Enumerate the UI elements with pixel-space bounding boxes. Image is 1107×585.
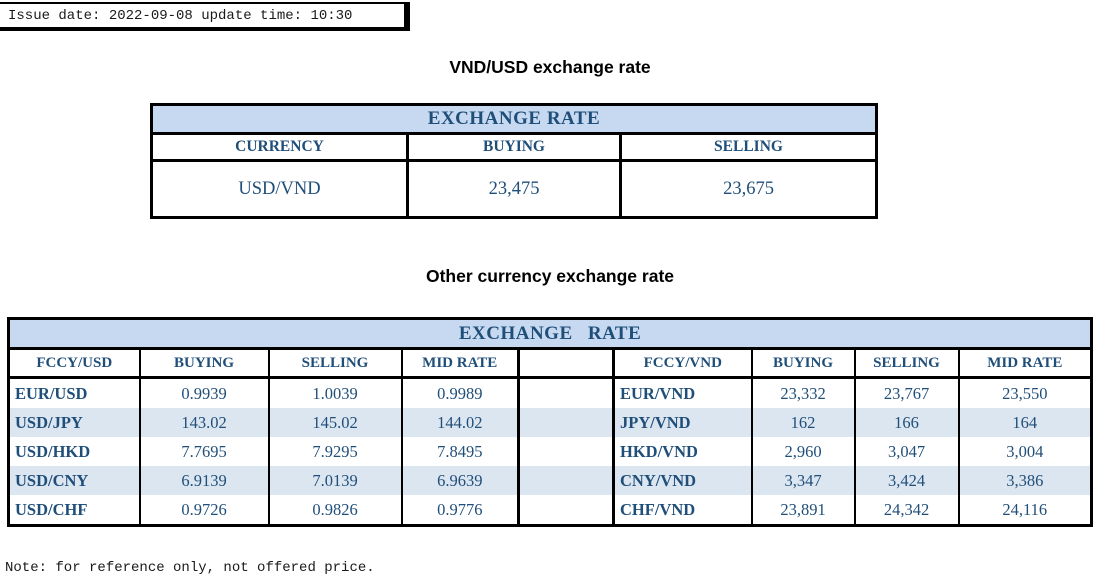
column-header-buying-vnd: BUYING xyxy=(750,347,856,379)
table-banner: EXCHANGE RATE xyxy=(7,317,1093,350)
buying-rate-cell: 0.9939 xyxy=(138,377,270,408)
spacer-cell xyxy=(517,495,615,526)
mid-rate-cell: 24,116 xyxy=(957,495,1093,526)
spacer-cell xyxy=(517,437,615,466)
selling-rate-cell: 0.9826 xyxy=(267,495,403,526)
selling-rate-cell: 24,342 xyxy=(853,495,960,526)
mid-rate-cell: 3,004 xyxy=(957,437,1093,466)
column-header-midrate-vnd: MID RATE xyxy=(957,347,1093,379)
column-header-midrate-usd: MID RATE xyxy=(400,347,520,379)
table-row: EUR/USD 0.9939 1.0039 0.9989 EUR/VND 23,… xyxy=(7,377,1093,408)
selling-rate-cell: 145.02 xyxy=(267,408,403,437)
currency-pair-cell: USD/HKD xyxy=(7,437,141,466)
currency-pair-cell: HKD/VND xyxy=(612,437,753,466)
table-row: USD/VND 23,475 23,675 xyxy=(150,159,878,219)
column-header-currency: CURRENCY xyxy=(150,132,409,162)
table-row: USD/HKD 7.7695 7.9295 7.8495 HKD/VND 2,9… xyxy=(7,437,1093,466)
currency-pair-cell: USD/CHF xyxy=(7,495,141,526)
spacer-cell xyxy=(517,348,615,379)
column-header-selling-usd: SELLING xyxy=(267,347,403,379)
mid-rate-cell: 7.8495 xyxy=(400,437,520,466)
column-header-buying: BUYING xyxy=(406,132,622,162)
selling-rate-cell: 3,424 xyxy=(853,466,960,495)
currency-pair-cell: CNY/VND xyxy=(612,466,753,495)
selling-rate-cell: 1.0039 xyxy=(267,377,403,408)
buying-rate-cell: 23,475 xyxy=(406,159,622,219)
buying-rate-cell: 23,891 xyxy=(750,495,856,526)
buying-rate-cell: 2,960 xyxy=(750,437,856,466)
table-banner-row: EXCHANGE RATE xyxy=(150,103,878,135)
spacer-cell xyxy=(517,377,615,408)
buying-rate-cell: 162 xyxy=(750,408,856,437)
table-banner: EXCHANGE RATE xyxy=(150,103,878,135)
selling-rate-cell: 3,047 xyxy=(853,437,960,466)
buying-rate-cell: 143.02 xyxy=(138,408,270,437)
column-header-buying-usd: BUYING xyxy=(138,347,270,379)
footnote: Note: for reference only, not offered pr… xyxy=(5,560,375,576)
selling-rate-cell: 7.9295 xyxy=(267,437,403,466)
table-banner-row: EXCHANGE RATE xyxy=(7,317,1093,350)
column-header-fccy-vnd: FCCY/VND xyxy=(612,347,753,379)
table-row: USD/CNY 6.9139 7.0139 6.9639 CNY/VND 3,3… xyxy=(7,466,1093,495)
currency-pair-cell: USD/VND xyxy=(150,159,409,219)
buying-rate-cell: 23,332 xyxy=(750,377,856,408)
column-header-row: CURRENCY BUYING SELLING xyxy=(150,132,878,162)
issue-date-text: Issue date: 2022-09-08 update time: 10:3… xyxy=(8,8,353,24)
selling-rate-cell: 166 xyxy=(853,408,960,437)
vnd-usd-section-title: VND/USD exchange rate xyxy=(449,57,651,77)
currency-pair-cell: USD/CNY xyxy=(7,466,141,495)
spacer-cell xyxy=(517,466,615,495)
currency-pair-cell: JPY/VND xyxy=(612,408,753,437)
mid-rate-cell: 144.02 xyxy=(400,408,520,437)
selling-rate-cell: 7.0139 xyxy=(267,466,403,495)
mid-rate-cell: 23,550 xyxy=(957,377,1093,408)
currency-pair-cell: CHF/VND xyxy=(612,495,753,526)
buying-rate-cell: 7.7695 xyxy=(138,437,270,466)
vnd-usd-rate-table: EXCHANGE RATE CURRENCY BUYING SELLING US… xyxy=(150,103,878,219)
currency-pair-cell: USD/JPY xyxy=(7,408,141,437)
mid-rate-cell: 3,386 xyxy=(957,466,1093,495)
spacer-cell xyxy=(517,408,615,437)
other-currency-section-title: Other currency exchange rate xyxy=(425,266,675,286)
column-header-fccy-usd: FCCY/USD xyxy=(7,347,141,379)
mid-rate-cell: 6.9639 xyxy=(400,466,520,495)
buying-rate-cell: 3,347 xyxy=(750,466,856,495)
mid-rate-cell: 164 xyxy=(957,408,1093,437)
buying-rate-cell: 6.9139 xyxy=(138,466,270,495)
column-header-selling: SELLING xyxy=(619,132,878,162)
column-header-selling-vnd: SELLING xyxy=(853,347,960,379)
selling-rate-cell: 23,767 xyxy=(853,377,960,408)
table-row: USD/CHF 0.9726 0.9826 0.9776 CHF/VND 23,… xyxy=(7,495,1093,526)
issue-date-box: Issue date: 2022-09-08 update time: 10:3… xyxy=(0,2,410,31)
buying-rate-cell: 0.9726 xyxy=(138,495,270,526)
currency-pair-cell: EUR/USD xyxy=(7,377,141,408)
mid-rate-cell: 0.9989 xyxy=(400,377,520,408)
selling-rate-cell: 23,675 xyxy=(619,159,878,219)
column-header-row: FCCY/USD BUYING SELLING MID RATE FCCY/VN… xyxy=(7,347,1093,379)
table-row: USD/JPY 143.02 145.02 144.02 JPY/VND 162… xyxy=(7,408,1093,437)
currency-pair-cell: EUR/VND xyxy=(612,377,753,408)
mid-rate-cell: 0.9776 xyxy=(400,495,520,526)
other-currency-rate-table: EXCHANGE RATE FCCY/USD BUYING SELLING MI… xyxy=(7,317,1094,527)
